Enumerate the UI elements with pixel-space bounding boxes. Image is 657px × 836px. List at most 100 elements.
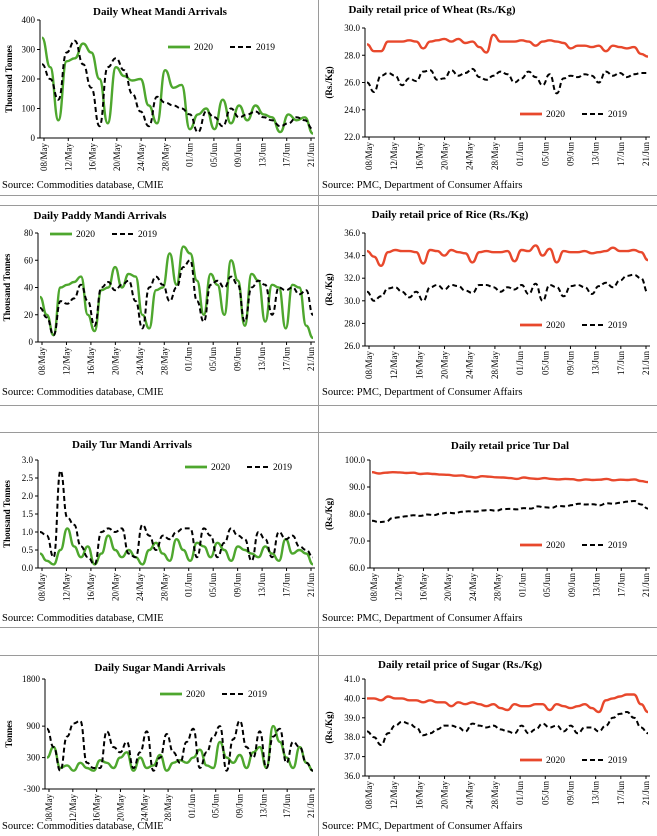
y-axis-label: (Rs./Kg) (324, 273, 334, 305)
y-tick-label: 100 (22, 104, 36, 114)
legend-label-2019: 2019 (608, 756, 627, 766)
x-tick-label: 17/Jun (282, 573, 292, 598)
y-axis-label: Thousand Tonnes (2, 253, 12, 321)
chart-rice-price: Daily retail price of Rice (Rs./Kg) (Rs./… (324, 209, 651, 379)
series-line-2019 (39, 469, 314, 566)
x-tick-label: 24/May (139, 794, 149, 821)
legend-label-2019: 2019 (608, 110, 627, 120)
x-tick-label: 12/May (389, 351, 399, 379)
series-line-2019 (366, 67, 648, 95)
x-tick-label: 09/Jun (565, 351, 575, 376)
y-tick-label: 60.0 (349, 563, 365, 573)
y-axis-label: Tonnes (4, 720, 14, 748)
x-tick-label: 16/May (414, 142, 424, 170)
legend-label-2019: 2019 (608, 321, 627, 331)
chart-wheat-price: Daily retail price of Wheat (Rs./Kg) (Rs.… (324, 4, 651, 170)
legend-label-2020: 2020 (194, 43, 213, 53)
y-tick-label: 1.5 (22, 509, 34, 519)
y-tick-label: 400 (22, 15, 36, 25)
series-line-2020 (39, 527, 314, 566)
x-tick-label: 21/Jun (641, 781, 651, 806)
y-tick-label: 41.0 (344, 674, 360, 684)
chart-paddy-arrivals: Daily Paddy Mandi Arrivals Thousand Tonne… (2, 210, 316, 375)
divider-h4 (0, 432, 657, 433)
y-tick-label: 2.0 (22, 491, 34, 501)
x-tick-label: 17/Jun (282, 347, 292, 372)
x-tick-label: 16/May (418, 573, 428, 601)
y-tick-label: 1800 (22, 674, 41, 684)
y-tick-label: 38.0 (344, 732, 360, 742)
x-tick-label: 09/Jun (233, 143, 243, 168)
x-tick-label: 17/Jun (616, 351, 626, 376)
divider-h5 (0, 627, 657, 628)
y-tick-label: 30.0 (344, 23, 360, 33)
series-line-2020 (46, 724, 314, 772)
x-tick-label: 20/May (110, 573, 120, 601)
y-axis-label: Thousand Tonnes (2, 480, 12, 548)
series-line-2019 (366, 273, 649, 302)
legend-label-2020: 2020 (76, 230, 95, 240)
x-tick-label: 08/May (369, 573, 379, 601)
series-line-2019 (39, 259, 314, 337)
y-tick-label: 0 (29, 337, 34, 347)
y-tick-label: 1.0 (22, 527, 34, 537)
panel-sugar-arrivals: Daily Sugar Mandi Arrivals Tonnes -300 300 9… (0, 655, 318, 836)
x-tick-label: 28/May (490, 142, 500, 170)
x-tick-label: 17/Jun (282, 794, 292, 819)
x-tick-label: 05/Jun (542, 573, 552, 598)
chart-wheat-arrivals: Daily Wheat Mandi Arrivals Thousand Tonne… (4, 6, 316, 171)
x-tick-label: 01/Jun (515, 351, 525, 376)
y-tick-label: 37.0 (344, 752, 360, 762)
x-tick-label: 24/May (135, 573, 145, 601)
divider-vertical (318, 0, 319, 836)
series-line-2019 (366, 711, 649, 746)
x-tick-label: 20/May (440, 351, 450, 379)
x-tick-label: 08/May (364, 781, 374, 809)
y-tick-label: 100.0 (345, 455, 366, 465)
y-tick-label: 39.0 (344, 713, 360, 723)
series-line-2019 (46, 719, 314, 772)
x-tick-label: 28/May (163, 794, 173, 821)
x-tick-label: 24/May (468, 573, 478, 601)
panel-sugar-price: Daily retail price of Sugar (Rs./Kg) (Rs.… (320, 655, 657, 836)
x-tick-label: 20/May (115, 794, 125, 821)
x-tick-label: 12/May (68, 794, 78, 821)
source-pmc: Source: PMC, Department of Consumer Affa… (322, 180, 523, 191)
x-tick-label: 28/May (159, 573, 169, 601)
x-tick-label: 13/Jun (257, 573, 267, 598)
source-cmie: Source: Commodities database, CMIE (2, 180, 164, 191)
x-tick-label: 08/May (39, 143, 49, 171)
divider-h3 (0, 405, 657, 406)
chart-sugar-arrivals: Daily Sugar Mandi Arrivals Tonnes -300 300 9… (4, 662, 316, 821)
legend-label-2020: 2020 (186, 690, 205, 700)
x-tick-label: 01/Jun (184, 347, 194, 372)
x-tick-label: 21/Jun (641, 351, 651, 376)
x-tick-label: 09/Jun (235, 794, 245, 819)
x-tick-label: 05/Jun (540, 781, 550, 806)
x-tick-label: 28/May (159, 347, 169, 375)
x-tick-label: 20/May (440, 142, 450, 170)
legend-label-2019: 2019 (138, 230, 157, 240)
x-tick-label: 21/Jun (306, 573, 316, 598)
chart-tur-arrivals: Daily Tur Mandi Arrivals Thousand Tonnes 0… (2, 439, 316, 601)
panel-paddy-arrivals: Daily Paddy Mandi Arrivals Thousand Tonne… (0, 205, 318, 405)
x-tick-label: 12/May (61, 347, 71, 375)
y-tick-label: -300 (24, 784, 41, 794)
x-tick-label: 09/Jun (567, 573, 577, 598)
x-tick-label: 05/Jun (208, 573, 218, 598)
y-tick-label: 3.0 (22, 455, 34, 465)
y-tick-label: 22.0 (344, 132, 360, 142)
x-tick-label: 01/Jun (187, 794, 197, 819)
x-tick-label: 01/Jun (184, 573, 194, 598)
series-line-2020 (367, 693, 649, 714)
chart-title: Daily retail price of Rice (Rs./Kg) (372, 209, 529, 221)
legend-label-2019: 2019 (273, 463, 292, 473)
y-tick-label: 24.0 (344, 105, 360, 115)
chart-title: Daily Tur Mandi Arrivals (72, 439, 193, 451)
x-tick-label: 17/Jun (616, 573, 626, 598)
x-tick-label: 01/Jun (515, 781, 525, 806)
series-line-2020 (39, 245, 314, 340)
y-tick-label: 900 (27, 721, 41, 731)
x-tick-label: 13/Jun (592, 573, 602, 598)
y-tick-label: 28.0 (344, 50, 360, 60)
